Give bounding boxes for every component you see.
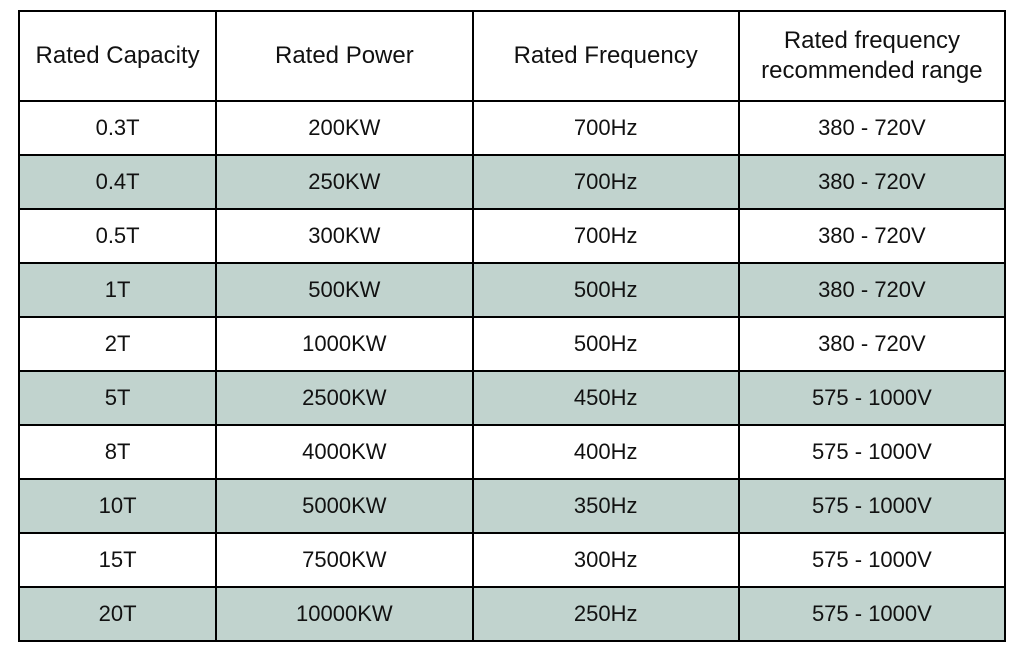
table-cell: 380 - 720V: [739, 317, 1005, 371]
table-cell: 500Hz: [473, 317, 739, 371]
table-cell: 380 - 720V: [739, 263, 1005, 317]
table-cell: 2500KW: [216, 371, 472, 425]
table-cell: 575 - 1000V: [739, 533, 1005, 587]
table-cell: 250KW: [216, 155, 472, 209]
table-cell: 8T: [19, 425, 216, 479]
table-cell: 1000KW: [216, 317, 472, 371]
table-cell: 575 - 1000V: [739, 587, 1005, 641]
table-cell: 2T: [19, 317, 216, 371]
table-cell: 700Hz: [473, 209, 739, 263]
table-cell: 0.4T: [19, 155, 216, 209]
table-cell: 380 - 720V: [739, 101, 1005, 155]
table-cell: 15T: [19, 533, 216, 587]
table-cell: 380 - 720V: [739, 155, 1005, 209]
table-cell: 575 - 1000V: [739, 425, 1005, 479]
table-row: 0.3T200KW700Hz380 - 720V: [19, 101, 1005, 155]
table-row: 1T500KW500Hz380 - 720V: [19, 263, 1005, 317]
table-cell: 700Hz: [473, 155, 739, 209]
table-cell: 500Hz: [473, 263, 739, 317]
table-row: 0.4T250KW700Hz380 - 720V: [19, 155, 1005, 209]
table-cell: 7500KW: [216, 533, 472, 587]
table-row: 10T5000KW350Hz575 - 1000V: [19, 479, 1005, 533]
table-row: 5T2500KW450Hz575 - 1000V: [19, 371, 1005, 425]
table-row: 0.5T300KW700Hz380 - 720V: [19, 209, 1005, 263]
table-body: 0.3T200KW700Hz380 - 720V0.4T250KW700Hz38…: [19, 101, 1005, 641]
table-row: 8T4000KW400Hz575 - 1000V: [19, 425, 1005, 479]
table-cell: 575 - 1000V: [739, 371, 1005, 425]
table-cell: 500KW: [216, 263, 472, 317]
table-row: 20T10000KW250Hz575 - 1000V: [19, 587, 1005, 641]
table-row: 15T7500KW300Hz575 - 1000V: [19, 533, 1005, 587]
col-header-power: Rated Power: [216, 11, 472, 101]
table-cell: 450Hz: [473, 371, 739, 425]
table-cell: 300Hz: [473, 533, 739, 587]
table-cell: 300KW: [216, 209, 472, 263]
table-cell: 0.5T: [19, 209, 216, 263]
table-cell: 575 - 1000V: [739, 479, 1005, 533]
table-header-row: Rated Capacity Rated Power Rated Frequen…: [19, 11, 1005, 101]
table-cell: 10T: [19, 479, 216, 533]
page: Rated Capacity Rated Power Rated Frequen…: [0, 0, 1024, 646]
col-header-range: Rated frequency recommended range: [739, 11, 1005, 101]
table-cell: 5T: [19, 371, 216, 425]
col-header-frequency: Rated Frequency: [473, 11, 739, 101]
table-cell: 4000KW: [216, 425, 472, 479]
table-cell: 20T: [19, 587, 216, 641]
table-cell: 200KW: [216, 101, 472, 155]
table-cell: 380 - 720V: [739, 209, 1005, 263]
col-header-capacity: Rated Capacity: [19, 11, 216, 101]
table-cell: 5000KW: [216, 479, 472, 533]
table-cell: 0.3T: [19, 101, 216, 155]
table-cell: 700Hz: [473, 101, 739, 155]
spec-table: Rated Capacity Rated Power Rated Frequen…: [18, 10, 1006, 642]
table-cell: 400Hz: [473, 425, 739, 479]
table-cell: 10000KW: [216, 587, 472, 641]
table-cell: 350Hz: [473, 479, 739, 533]
table-cell: 250Hz: [473, 587, 739, 641]
table-cell: 1T: [19, 263, 216, 317]
table-row: 2T1000KW500Hz380 - 720V: [19, 317, 1005, 371]
